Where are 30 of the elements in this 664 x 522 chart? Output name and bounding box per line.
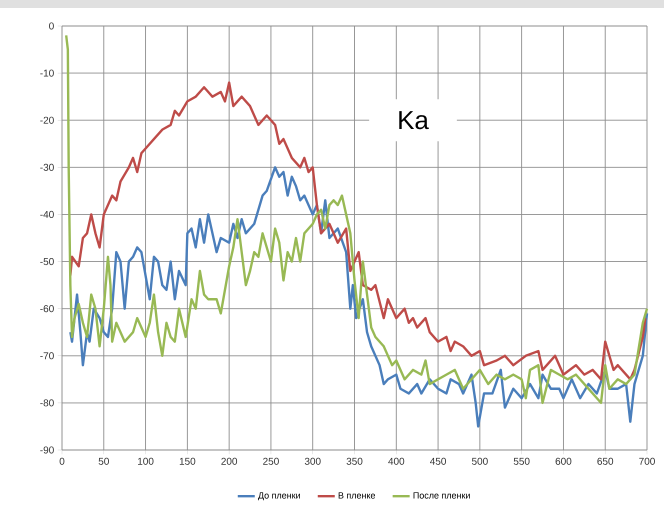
x-tick-label: 500	[472, 458, 488, 465]
x-tick-label: 650	[597, 458, 614, 465]
y-tick-label: -50	[40, 258, 54, 266]
legend-label: До пленки	[258, 492, 300, 500]
legend-label: После пленки	[414, 492, 470, 499]
x-tick-label: 350	[346, 458, 362, 465]
x-tick-label: 300	[304, 458, 321, 465]
x-tick-label: 250	[263, 458, 279, 465]
x-tick-label: 50	[98, 458, 109, 465]
y-tick-label: 0	[49, 22, 54, 30]
y-tick-label: -70	[40, 352, 54, 360]
x-tick-label: 200	[221, 458, 238, 465]
y-tick-label: -40	[40, 210, 54, 218]
line-series	[69, 166, 648, 428]
y-tick-label: -10	[40, 70, 54, 77]
x-tick-label: 450	[430, 458, 446, 465]
x-tick-label: 400	[388, 458, 404, 465]
y-tick-label: -20	[40, 116, 54, 124]
annotation: Ka	[399, 111, 429, 130]
x-tick-label: 550	[514, 458, 530, 465]
y-tick-label: -60	[40, 305, 54, 312]
y-tick-label: -80	[40, 399, 54, 406]
x-tick-label: 100	[138, 458, 154, 465]
legend-label: В пленке	[338, 492, 376, 499]
x-tick-label: 150	[180, 458, 196, 465]
y-tick-label: -30	[40, 164, 54, 171]
y-tick-label: -90	[40, 446, 54, 454]
x-tick-label: 600	[556, 458, 572, 465]
x-tick-label: 700	[639, 458, 655, 465]
x-tick-label: 0	[60, 458, 64, 465]
